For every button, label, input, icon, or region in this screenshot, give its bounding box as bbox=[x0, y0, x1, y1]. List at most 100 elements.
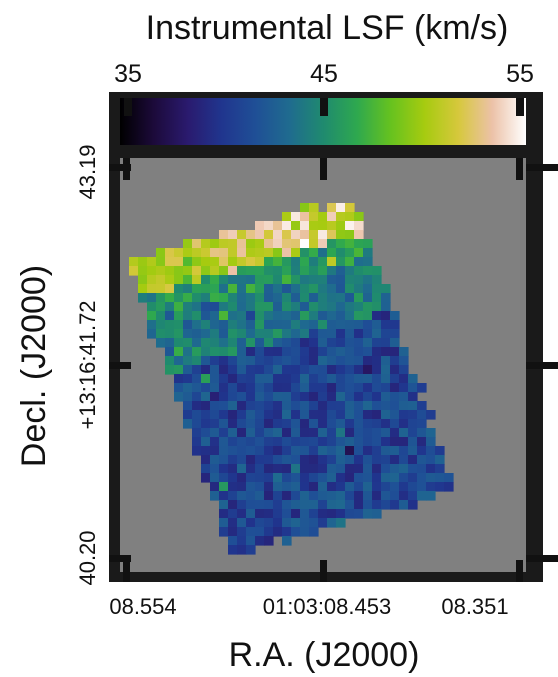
lsf-pixel bbox=[300, 428, 310, 438]
lsf-pixel bbox=[282, 266, 292, 276]
lsf-pixel bbox=[192, 257, 202, 267]
lsf-pixel bbox=[354, 419, 364, 429]
lsf-pixel bbox=[336, 284, 346, 294]
lsf-pixel bbox=[138, 266, 148, 276]
lsf-pixel bbox=[282, 248, 292, 258]
lsf-pixel bbox=[201, 284, 211, 294]
lsf-pixel bbox=[174, 275, 184, 285]
lsf-pixel bbox=[309, 347, 319, 357]
lsf-pixel bbox=[201, 320, 211, 330]
lsf-pixel bbox=[354, 491, 364, 501]
lsf-pixel bbox=[192, 428, 202, 438]
lsf-pixel bbox=[318, 356, 328, 366]
lsf-pixel bbox=[237, 536, 247, 546]
lsf-pixel bbox=[210, 428, 220, 438]
lsf-pixel bbox=[282, 473, 292, 483]
lsf-pixel bbox=[300, 230, 310, 240]
lsf-pixel bbox=[156, 338, 166, 348]
lsf-pixel bbox=[363, 239, 373, 249]
lsf-pixel bbox=[147, 284, 157, 294]
lsf-pixel bbox=[300, 338, 310, 348]
lsf-pixel bbox=[273, 392, 283, 402]
lsf-pixel bbox=[300, 347, 310, 357]
lsf-pixel bbox=[246, 293, 256, 303]
lsf-pixel bbox=[345, 257, 355, 267]
lsf-pixel bbox=[300, 401, 310, 411]
lsf-pixel bbox=[255, 392, 265, 402]
lsf-pixel bbox=[345, 293, 355, 303]
lsf-pixel bbox=[372, 428, 382, 438]
lsf-pixel bbox=[327, 212, 337, 222]
lsf-pixel bbox=[147, 329, 157, 339]
lsf-pixel bbox=[273, 482, 283, 492]
lsf-pixel bbox=[318, 410, 328, 420]
lsf-pixel bbox=[336, 203, 346, 213]
lsf-pixel bbox=[273, 275, 283, 285]
lsf-pixel bbox=[381, 320, 391, 330]
lsf-pixel bbox=[309, 401, 319, 411]
lsf-pixel bbox=[318, 284, 328, 294]
colorbar-tick bbox=[320, 98, 328, 116]
lsf-pixel bbox=[228, 320, 238, 330]
lsf-pixel bbox=[309, 428, 319, 438]
lsf-pixel bbox=[399, 455, 409, 465]
lsf-pixel bbox=[291, 257, 301, 267]
lsf-pixel bbox=[228, 338, 238, 348]
lsf-pixel bbox=[327, 248, 337, 258]
lsf-pixel bbox=[192, 248, 202, 258]
lsf-pixel bbox=[246, 347, 256, 357]
lsf-pixel bbox=[264, 536, 274, 546]
lsf-pixel bbox=[255, 464, 265, 474]
lsf-pixel bbox=[399, 419, 409, 429]
lsf-pixel bbox=[201, 383, 211, 393]
lsf-pixel bbox=[399, 356, 409, 366]
lsf-pixel bbox=[282, 284, 292, 294]
lsf-pixel bbox=[336, 347, 346, 357]
lsf-pixel bbox=[255, 338, 265, 348]
lsf-pixel bbox=[300, 203, 310, 213]
lsf-pixel bbox=[264, 338, 274, 348]
lsf-pixel bbox=[309, 311, 319, 321]
lsf-pixel bbox=[237, 302, 247, 312]
lsf-pixel bbox=[210, 356, 220, 366]
lsf-pixel bbox=[363, 320, 373, 330]
lsf-pixel bbox=[237, 500, 247, 510]
lsf-pixel bbox=[273, 284, 283, 294]
lsf-pixel bbox=[345, 437, 355, 447]
lsf-pixel bbox=[363, 293, 373, 303]
lsf-pixel bbox=[363, 329, 373, 339]
colorbar-tick bbox=[516, 98, 524, 116]
lsf-pixel bbox=[192, 401, 202, 411]
lsf-pixel bbox=[363, 491, 373, 501]
lsf-pixel bbox=[192, 338, 202, 348]
map-panel bbox=[109, 150, 558, 582]
lsf-pixel bbox=[255, 239, 265, 249]
lsf-pixel bbox=[237, 347, 247, 357]
lsf-pixel bbox=[273, 410, 283, 420]
lsf-pixel bbox=[228, 518, 238, 528]
lsf-pixel bbox=[228, 257, 238, 267]
lsf-pixel bbox=[309, 230, 319, 240]
lsf-pixel bbox=[237, 374, 247, 384]
lsf-pixel bbox=[291, 329, 301, 339]
lsf-pixel bbox=[318, 401, 328, 411]
lsf-pixel bbox=[273, 473, 283, 483]
lsf-pixel bbox=[390, 455, 400, 465]
lsf-pixel bbox=[300, 482, 310, 492]
lsf-pixel bbox=[264, 230, 274, 240]
lsf-pixel bbox=[210, 482, 220, 492]
lsf-pixel bbox=[318, 428, 328, 438]
lsf-pixel bbox=[237, 491, 247, 501]
lsf-pixel bbox=[183, 401, 193, 411]
lsf-pixel bbox=[237, 230, 247, 240]
lsf-pixel bbox=[228, 374, 238, 384]
lsf-pixel bbox=[327, 230, 337, 240]
lsf-pixel bbox=[264, 527, 274, 537]
lsf-pixel bbox=[237, 482, 247, 492]
lsf-pixel bbox=[255, 437, 265, 447]
lsf-pixel bbox=[228, 401, 238, 411]
lsf-pixel bbox=[300, 455, 310, 465]
lsf-pixel bbox=[363, 311, 373, 321]
lsf-pixel bbox=[219, 275, 229, 285]
